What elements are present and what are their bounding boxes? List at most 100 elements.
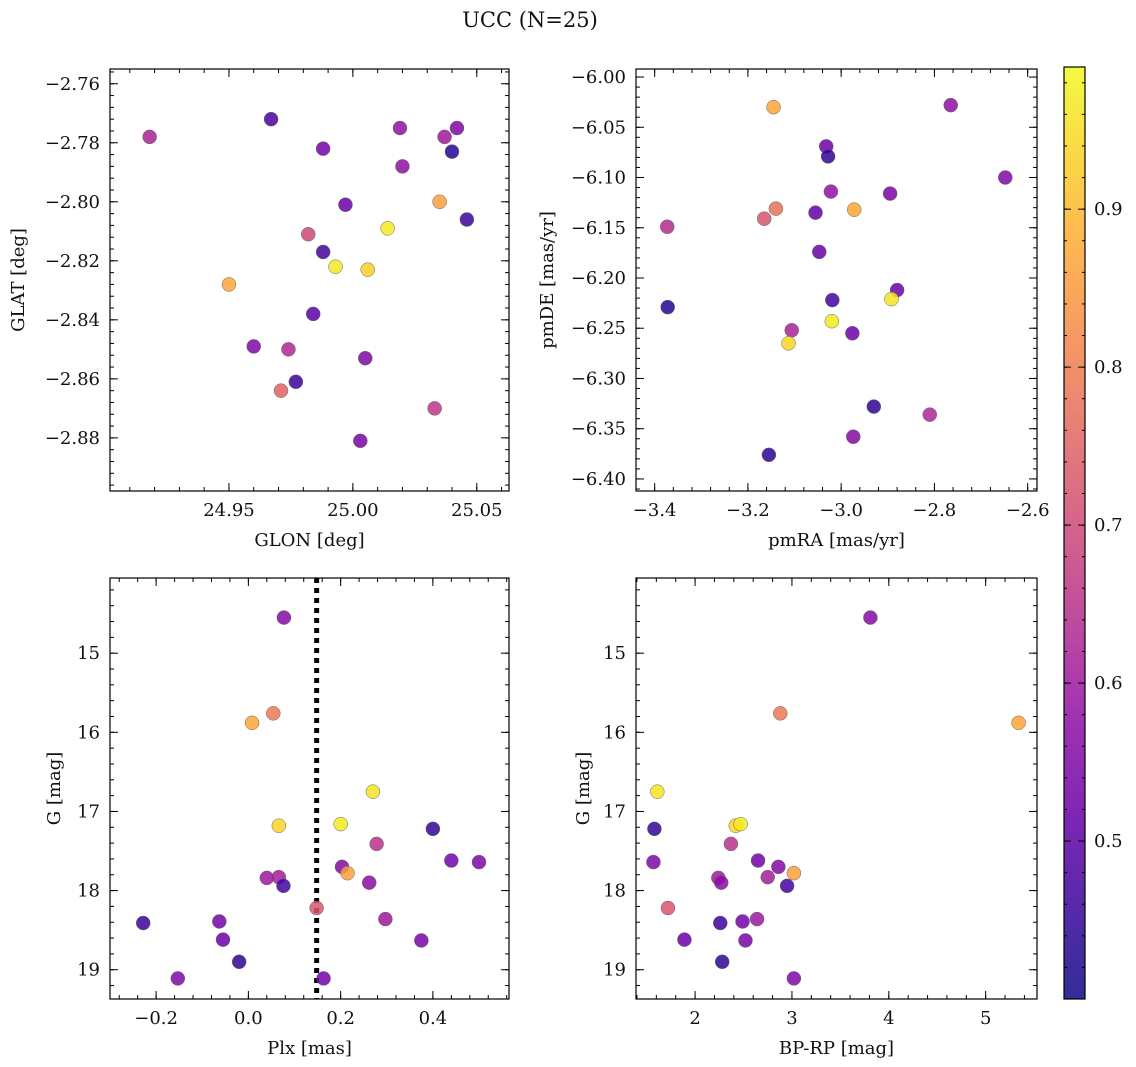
- data-point: [786, 865, 802, 881]
- data-point: [281, 342, 296, 357]
- x-tick-label: 0.2: [326, 1008, 355, 1029]
- x-tick-label: 24.95: [203, 500, 255, 521]
- ticks: [110, 578, 509, 999]
- ticks: [635, 69, 1037, 491]
- figure-title: UCC (N=25): [462, 8, 598, 32]
- x-axis-label: GLON [deg]: [254, 530, 364, 551]
- data-point: [677, 932, 692, 947]
- data-point: [378, 911, 393, 927]
- x-tick-label: 2: [689, 1008, 700, 1029]
- y-tick-label: 16: [603, 722, 626, 743]
- x-tick-label: 4: [883, 1008, 894, 1029]
- x-tick-label: 0.0: [234, 1008, 263, 1029]
- y-tick-label: 19: [77, 960, 100, 981]
- data-point: [738, 933, 753, 948]
- data-point: [358, 350, 373, 366]
- data-point: [761, 447, 777, 463]
- data-point: [276, 610, 292, 625]
- y-tick-label: 16: [77, 722, 100, 743]
- y-tick-label: −6.25: [571, 318, 626, 339]
- data-point: [779, 878, 795, 894]
- data-point: [340, 865, 355, 881]
- data-point: [823, 184, 839, 199]
- data-points: [659, 97, 1013, 463]
- data-point: [246, 339, 261, 354]
- data-point: [735, 914, 750, 929]
- data-point: [360, 262, 375, 277]
- data-point: [756, 211, 772, 226]
- y-tick-label: −6.35: [571, 419, 626, 440]
- data-point: [781, 336, 796, 351]
- data-point: [811, 244, 827, 260]
- y-tick-label: 17: [77, 801, 100, 822]
- data-point: [369, 836, 384, 852]
- data-point: [215, 932, 231, 947]
- data-point: [884, 291, 899, 307]
- y-axis-label: GLAT [deg]: [8, 228, 29, 332]
- data-point: [714, 954, 730, 970]
- y-tick-label: 19: [603, 960, 626, 981]
- y-axis-label: pmDE [mas/yr]: [537, 211, 558, 349]
- data-point: [471, 854, 487, 870]
- axes-frame: [109, 577, 510, 1000]
- data-point: [425, 821, 441, 837]
- data-point: [263, 111, 279, 127]
- data-point: [824, 313, 840, 329]
- data-point: [244, 715, 260, 731]
- data-point: [784, 322, 799, 338]
- axes-frame: [635, 577, 1038, 1000]
- data-point: [646, 854, 661, 870]
- data-point: [846, 202, 862, 217]
- data-point: [315, 244, 331, 260]
- data-point: [328, 259, 343, 274]
- data-point: [432, 194, 447, 210]
- data-point: [998, 170, 1013, 185]
- colorbar-tick-label: 0.8: [1094, 357, 1123, 378]
- data-point: [221, 277, 237, 292]
- data-point: [449, 120, 465, 136]
- data-point: [392, 120, 408, 136]
- colorbar-tick-label: 0.7: [1094, 515, 1123, 536]
- x-tick-label: 25.05: [451, 500, 503, 521]
- y-tick-label: −6.30: [571, 368, 626, 389]
- data-point: [766, 99, 781, 115]
- data-point: [459, 212, 475, 227]
- data-point: [650, 784, 665, 799]
- y-tick-label: −6.00: [571, 67, 626, 88]
- data-point: [305, 306, 321, 322]
- data-point: [922, 407, 938, 422]
- data-point: [315, 141, 331, 156]
- y-tick-label: −6.15: [571, 218, 626, 239]
- y-tick-label: 15: [603, 643, 626, 664]
- y-tick-label: −6.40: [571, 469, 626, 490]
- data-point: [713, 875, 729, 890]
- colorbar-scale: [1063, 66, 1086, 1000]
- x-tick-label: 25.00: [327, 500, 379, 521]
- ticks: [636, 578, 1037, 999]
- data-point: [266, 706, 281, 721]
- x-axis-label: Plx [mas]: [267, 1038, 352, 1059]
- data-point: [820, 149, 836, 164]
- x-axis-label: pmRA [mas/yr]: [768, 530, 905, 551]
- data-point: [733, 816, 748, 832]
- data-point: [365, 784, 381, 799]
- x-tick-label: −3.2: [726, 500, 770, 521]
- x-axis-label: BP-RP [mag]: [779, 1038, 894, 1059]
- data-point: [660, 299, 675, 315]
- data-point: [866, 399, 882, 414]
- y-tick-label: −2.78: [45, 133, 100, 154]
- y-tick-label: 17: [603, 801, 626, 822]
- colorbar-tick-label: 0.6: [1094, 673, 1123, 694]
- data-point: [749, 911, 765, 927]
- data-point: [301, 227, 316, 242]
- data-point: [142, 129, 157, 145]
- data-point: [333, 816, 348, 832]
- axes-frame: [109, 68, 510, 492]
- data-point: [750, 853, 766, 868]
- data-point: [395, 159, 410, 174]
- y-tick-label: −2.80: [45, 192, 100, 213]
- data-point: [943, 97, 958, 113]
- data-point: [768, 201, 784, 216]
- data-point: [288, 374, 304, 390]
